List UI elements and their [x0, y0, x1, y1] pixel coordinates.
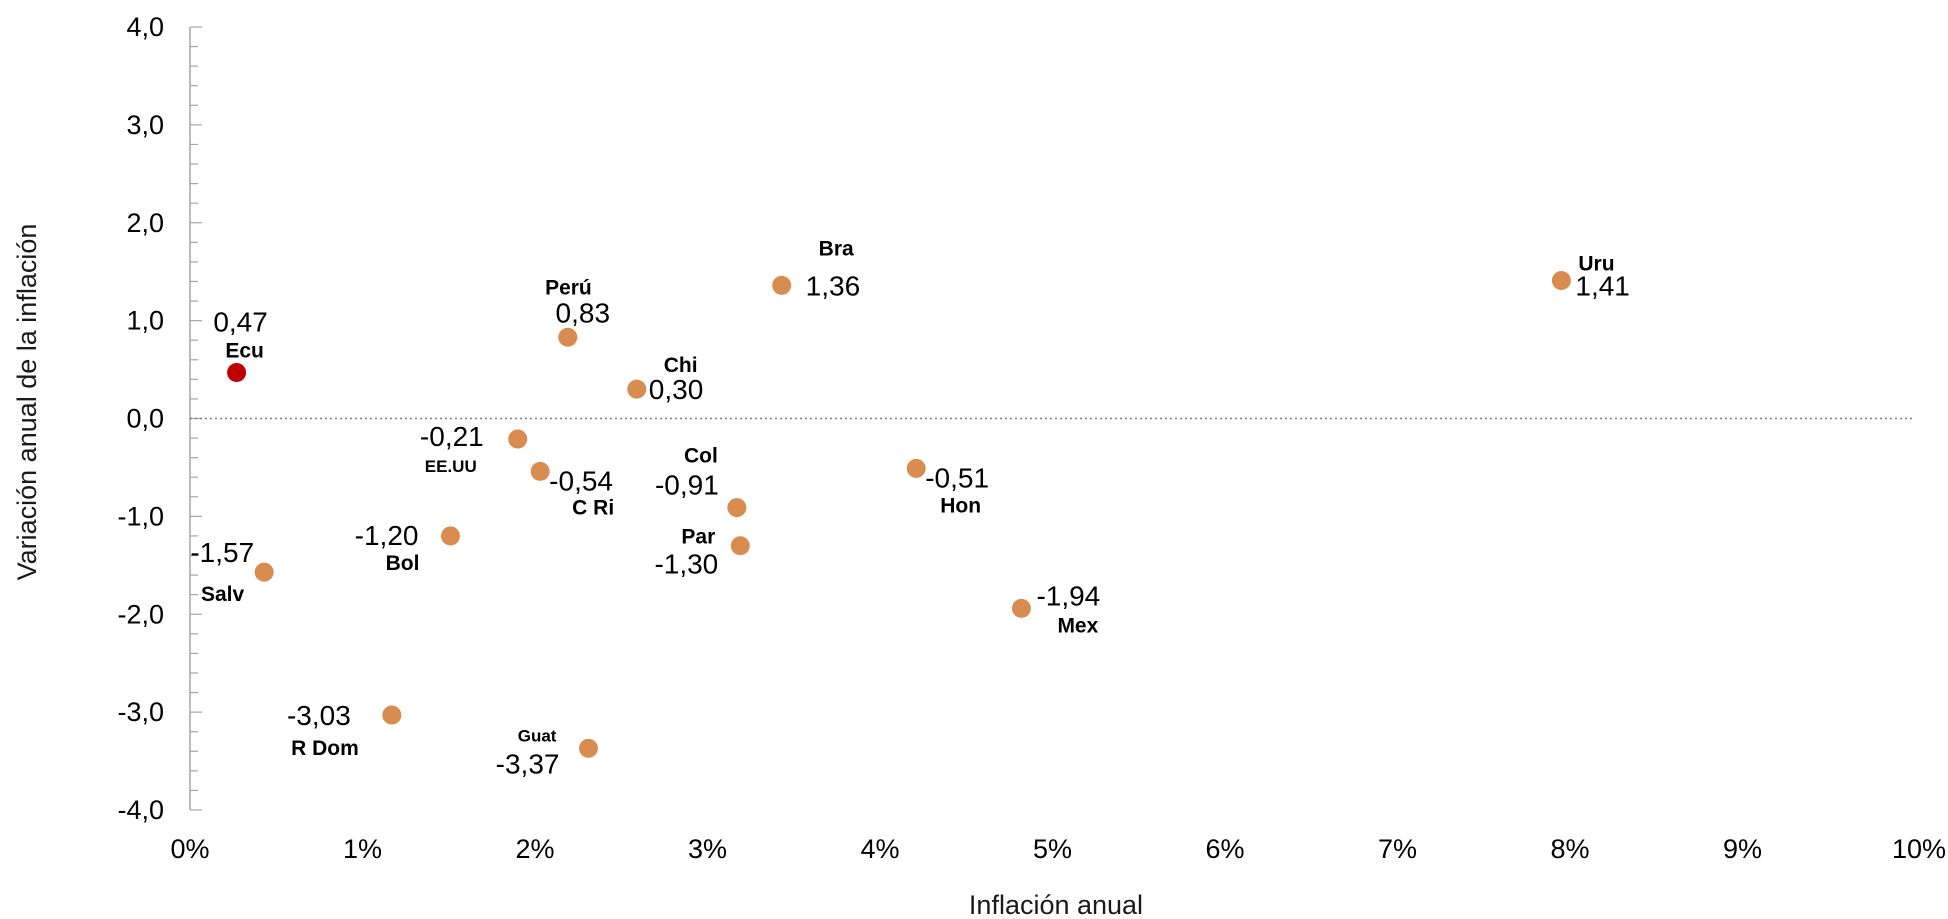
y-axis-title: Variación anual de la inflación: [12, 224, 42, 581]
x-axis-title: Inflación anual: [969, 890, 1143, 919]
y-tick-label: -4,0: [117, 795, 164, 825]
value-label-r-dom: -3,03: [287, 700, 351, 731]
name-label-col: Col: [684, 445, 718, 468]
point-salv: [254, 562, 274, 582]
data-points: [227, 270, 1571, 758]
point-ee-uu: [508, 429, 528, 449]
y-tick-label: 2,0: [126, 208, 164, 238]
x-tick-label: 4%: [860, 834, 899, 864]
x-axis: 0% 1% 2% 3% 4% 5% 6% 7% 8% 9% 10%: [170, 834, 1946, 864]
name-label-hon: Hon: [940, 494, 981, 517]
x-tick-label: 0%: [170, 834, 209, 864]
name-label-perú: Perú: [545, 276, 592, 299]
value-label-hon: -0,51: [925, 462, 989, 493]
value-label-guat: -3,37: [496, 748, 560, 779]
name-label-bra: Bra: [819, 237, 854, 260]
name-label-r-dom: R Dom: [291, 737, 359, 760]
value-label-bra: 1,36: [806, 270, 861, 301]
name-label-uru: Uru: [1578, 252, 1614, 275]
value-label-chi: 0,30: [649, 374, 704, 405]
x-tick-label: 7%: [1378, 834, 1417, 864]
y-tick-label: 3,0: [126, 110, 164, 140]
name-label-c-ri: C Ri: [572, 496, 614, 519]
point-bra: [772, 275, 792, 295]
name-label-bol: Bol: [386, 552, 420, 575]
name-label-par: Par: [681, 526, 715, 549]
point-perú: [558, 327, 578, 347]
x-tick-label: 5%: [1033, 834, 1072, 864]
value-label-perú: 0,83: [556, 297, 611, 328]
value-label-bol: -1,20: [355, 520, 419, 551]
point-mex: [1011, 598, 1031, 618]
name-label-mex: Mex: [1057, 614, 1098, 637]
name-label-salv: Salv: [201, 583, 245, 606]
y-tick-label: -1,0: [117, 501, 164, 531]
name-label-ee-uu: EE.UU: [425, 457, 477, 476]
point-chi: [627, 379, 647, 399]
y-tick-label: 0,0: [126, 404, 164, 434]
point-c-ri: [530, 461, 550, 481]
x-tick-label: 1%: [343, 834, 382, 864]
value-label-par: -1,30: [654, 549, 718, 580]
x-tick-label: 3%: [688, 834, 727, 864]
point-guat: [578, 738, 598, 758]
value-label-mex: -1,94: [1036, 580, 1100, 611]
name-label-ecu: Ecu: [225, 339, 264, 362]
point-bol: [440, 526, 460, 546]
x-tick-label: 6%: [1205, 834, 1244, 864]
y-tick-label: 1,0: [126, 306, 164, 336]
point-par: [730, 536, 750, 556]
y-axis: 4,0 3,0 2,0 1,0 0,0 -1,0 -2,0 -3,0 -4,0: [117, 12, 202, 825]
point-col: [727, 498, 747, 518]
point-r-dom: [382, 705, 402, 725]
x-tick-label: 2%: [515, 834, 554, 864]
value-label-uru: 1,41: [1575, 270, 1630, 301]
value-label-col: -0,91: [655, 470, 719, 501]
value-label-ee-uu: -0,21: [420, 421, 484, 452]
name-label-guat: Guat: [518, 726, 557, 745]
y-tick-label: 4,0: [126, 12, 164, 42]
point-ecu: [227, 362, 247, 382]
name-label-chi: Chi: [664, 354, 698, 377]
point-uru: [1551, 270, 1571, 290]
x-tick-label: 10%: [1892, 834, 1946, 864]
value-label-ecu: 0,47: [213, 306, 268, 337]
value-label-c-ri: -0,54: [549, 465, 613, 496]
y-tick-label: -2,0: [117, 599, 164, 629]
x-tick-label: 8%: [1550, 834, 1589, 864]
y-tick-label: -3,0: [117, 697, 164, 727]
value-label-salv: -1,57: [190, 537, 254, 568]
point-hon: [906, 458, 926, 478]
x-tick-label: 9%: [1723, 834, 1762, 864]
